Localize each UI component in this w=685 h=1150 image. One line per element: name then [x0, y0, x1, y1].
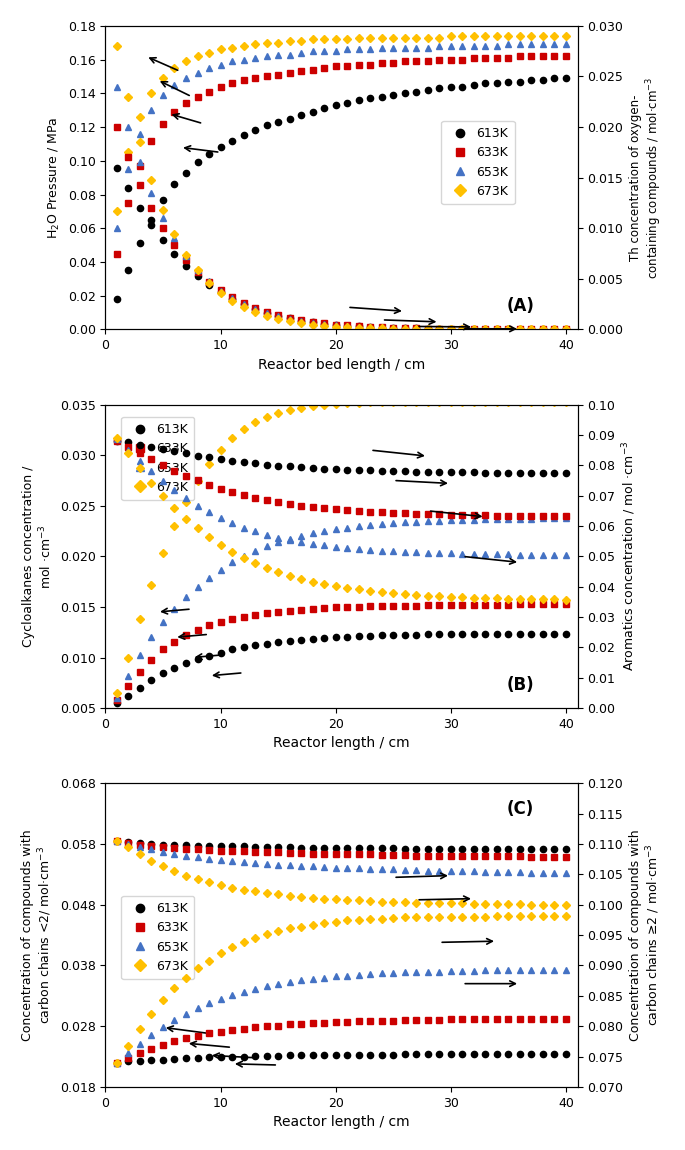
- Y-axis label: Th concentration of oxygen-
containing compounds / mol·cm$^{-3}$: Th concentration of oxygen- containing c…: [629, 77, 664, 278]
- Legend: 613K, 633K, 653K, 673K: 613K, 633K, 653K, 673K: [441, 121, 514, 204]
- Text: (C): (C): [507, 799, 534, 818]
- X-axis label: Reactor length / cm: Reactor length / cm: [273, 736, 410, 751]
- Y-axis label: Concentration of compounds with
carbon chains <2/ mol·cm$^{-3}$: Concentration of compounds with carbon c…: [21, 829, 54, 1041]
- Text: (A): (A): [507, 297, 534, 315]
- X-axis label: Reactor bed length / cm: Reactor bed length / cm: [258, 358, 425, 371]
- X-axis label: Reactor length / cm: Reactor length / cm: [273, 1116, 410, 1129]
- Y-axis label: Cycloalkanes concentration /
mol ·cm$^{-3}$: Cycloalkanes concentration / mol ·cm$^{-…: [22, 466, 54, 647]
- Text: (B): (B): [507, 676, 534, 693]
- Y-axis label: H$_2$O Pressure / MPa: H$_2$O Pressure / MPa: [47, 116, 62, 239]
- Legend: 613K, 633K, 653K, 673K: 613K, 633K, 653K, 673K: [121, 416, 195, 500]
- Y-axis label: Aromatics concentration / mol ·cm$^{-3}$: Aromatics concentration / mol ·cm$^{-3}$: [621, 442, 638, 672]
- Legend: 613K, 633K, 653K, 673K: 613K, 633K, 653K, 673K: [121, 896, 195, 979]
- Y-axis label: Concentration of compounds with
carbon chains ≥2 / mol·cm$^{-3}$: Concentration of compounds with carbon c…: [629, 829, 662, 1041]
